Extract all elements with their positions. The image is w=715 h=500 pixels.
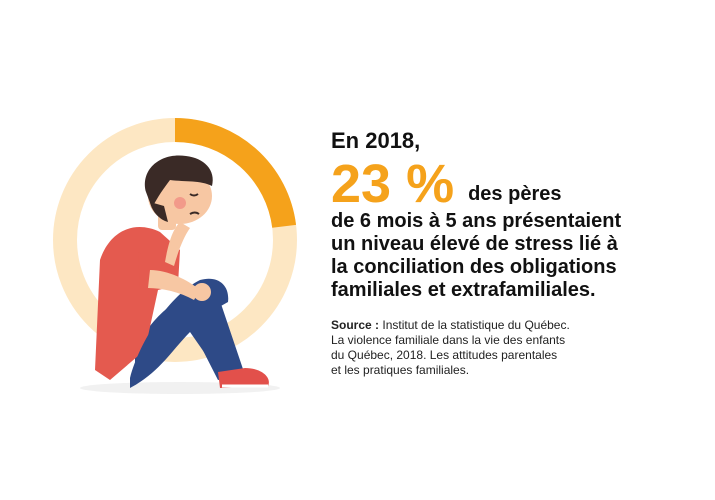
stress-illustration: [53, 118, 297, 394]
source-line: La violence familiale dans la vie des en…: [331, 333, 566, 347]
headline-line: familiales et extrafamiliales.: [331, 279, 596, 301]
headline-year: En 2018,: [331, 128, 421, 153]
sitting-man: [80, 155, 280, 394]
progress-donut: [53, 118, 297, 362]
source-line: du Québec, 2018. Les attitudes parentale…: [331, 348, 558, 362]
headline-after-percent: des pères: [468, 183, 562, 205]
source-line-first: Source : Institut de la statistique du Q…: [331, 318, 706, 333]
headline-line: de 6 mois à 5 ans présentaient: [331, 210, 622, 232]
source-note: Source : Institut de la statistique du Q…: [331, 318, 706, 378]
stat-row: 23 % des pères: [331, 154, 706, 214]
donut-fill: [53, 118, 297, 362]
headline-line: la conciliation des obligations: [331, 256, 617, 278]
source-label: Source :: [331, 318, 380, 332]
headline-block: En 2018, 23 % des pères de 6 mois à 5 an…: [331, 128, 706, 378]
percent-figure: 23 %: [331, 154, 455, 214]
source-line: et les pratiques familiales.: [331, 363, 470, 377]
headline-line: un niveau élevé de stress lié à: [331, 233, 618, 255]
source-institution: Institut de la statistique du Québec.: [382, 318, 570, 332]
